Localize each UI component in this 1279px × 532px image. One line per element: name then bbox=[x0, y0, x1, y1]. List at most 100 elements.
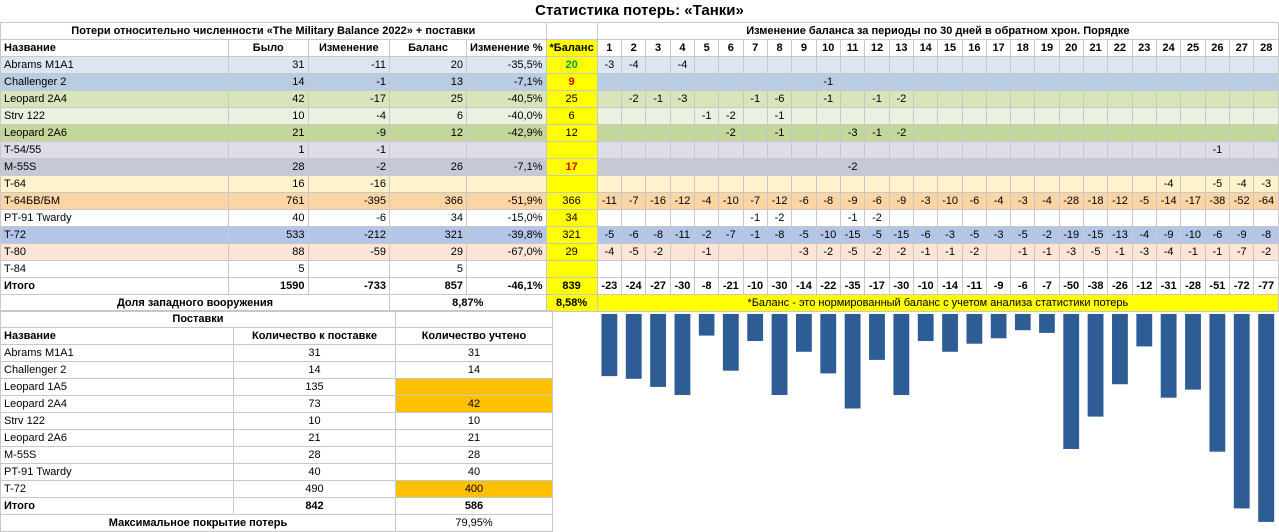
row-name: Strv 122 bbox=[0, 107, 229, 125]
period-header: 19 bbox=[1034, 39, 1060, 57]
western-share-norm: 8,58% bbox=[545, 294, 598, 312]
bar-period-1 bbox=[601, 314, 618, 377]
losses-table: Потери относительно численности «The Mil… bbox=[0, 22, 1279, 312]
table-row: T-80 88 -59 29 -67,0% 29 -4 -5 -2 -1 -3 -2 -5 -2 -2 -1-… bbox=[0, 243, 1279, 261]
row-norm-balance bbox=[545, 260, 598, 278]
supply-row: Challenger 2 14 14 bbox=[0, 361, 553, 379]
coverage-label: Максимальное покрытие потерь bbox=[0, 514, 396, 532]
supply-row: Leopard 2A4 73 42 bbox=[0, 395, 553, 413]
bar-period-2 bbox=[625, 314, 642, 379]
bar-period-19 bbox=[1039, 314, 1055, 333]
supply-counted bbox=[395, 378, 553, 396]
period-header: 20 bbox=[1058, 39, 1084, 57]
period-value: -13 bbox=[1107, 226, 1133, 244]
row-norm-balance: 366 bbox=[545, 192, 598, 210]
period-header: 24 bbox=[1155, 39, 1182, 57]
table-row: T-54/55 1 -1 -1 bbox=[0, 141, 1279, 159]
table-row: Leopard 2A6 21 -9 12 -42,9% 12 -2 -1 -3 -1 -2 bbox=[0, 124, 1279, 142]
total-period-value: -17 bbox=[864, 277, 890, 295]
period-header: 25 bbox=[1180, 39, 1206, 57]
bar-period-14 bbox=[917, 314, 934, 341]
total-period-value: -23 bbox=[596, 277, 623, 295]
period-value: -5 bbox=[839, 243, 866, 261]
col-header-change: Изменение bbox=[307, 39, 391, 57]
row-norm-balance: 9 bbox=[545, 73, 598, 91]
supply-counted: 400 bbox=[395, 480, 553, 498]
period-header: 9 bbox=[791, 39, 817, 57]
row-change: -17 bbox=[307, 90, 391, 108]
supply-qty: 135 bbox=[233, 378, 396, 396]
bar-period-20 bbox=[1063, 314, 1080, 449]
coverage-value: 79,95% bbox=[395, 514, 553, 532]
bar-period-6 bbox=[722, 314, 739, 371]
total-period-value: -14 bbox=[791, 277, 817, 295]
losses-section-header: Потери относительно численности «The Mil… bbox=[0, 22, 547, 40]
bar-period-15 bbox=[942, 314, 958, 352]
table-row: M-55S 28 -2 26 -7,1% 17 -2 bbox=[0, 158, 1279, 176]
row-balance: 321 bbox=[389, 226, 468, 244]
periods-section-header: Изменение баланса за периоды по 30 дней … bbox=[596, 22, 1279, 40]
period-header: 6 bbox=[718, 39, 744, 57]
bar-period-23 bbox=[1136, 314, 1153, 347]
row-norm-balance bbox=[545, 175, 598, 193]
bar-period-22 bbox=[1112, 314, 1128, 385]
period-header: 2 bbox=[621, 39, 647, 57]
row-change-pct: -42,9% bbox=[466, 124, 547, 142]
supply-name: PT-91 Twardy bbox=[0, 463, 234, 481]
bar-period-10 bbox=[820, 314, 837, 374]
supply-row: PT-91 Twardy 40 40 bbox=[0, 463, 553, 481]
row-norm-balance: 20 bbox=[545, 56, 598, 74]
period-header: 28 bbox=[1253, 39, 1279, 57]
total-period-value: -14 bbox=[937, 277, 963, 295]
period-header: 15 bbox=[937, 39, 963, 57]
period-value: -11 bbox=[669, 226, 696, 244]
row-was: 42 bbox=[227, 90, 309, 108]
total-period-value: -30 bbox=[888, 277, 915, 295]
col-header-was: Было bbox=[227, 39, 309, 57]
total-period-value: -11 bbox=[961, 277, 988, 295]
supply-qty: 73 bbox=[233, 395, 396, 413]
row-name: PT-91 Twardy bbox=[0, 209, 229, 227]
total-norm-balance: 839 bbox=[545, 277, 598, 295]
period-value: -14 bbox=[1155, 192, 1182, 210]
period-value: -19 bbox=[1058, 226, 1084, 244]
bar-period-27 bbox=[1233, 314, 1250, 509]
period-header: 27 bbox=[1229, 39, 1255, 57]
bar-period-16 bbox=[966, 314, 983, 344]
row-change-pct: -39,8% bbox=[466, 226, 547, 244]
table-row: Leopard 2A4 42 -17 25 -40,5% 25 -2 -1 -3 -1 -6 -1 -1… bbox=[0, 90, 1279, 108]
bar-period-4 bbox=[674, 314, 691, 395]
supply-row: T-72 490 400 bbox=[0, 480, 553, 498]
bar-period-13 bbox=[893, 314, 910, 395]
period-value: -2 bbox=[718, 124, 744, 142]
supplies-table: Поставки Название Количество к поставке Кол… bbox=[0, 310, 553, 532]
period-value: -38 bbox=[1204, 192, 1231, 210]
row-name: T-64 bbox=[0, 175, 229, 193]
bar-period-5 bbox=[698, 314, 715, 336]
period-header: 13 bbox=[888, 39, 915, 57]
total-period-value: -50 bbox=[1058, 277, 1084, 295]
supply-row: Leopard 2A6 21 21 bbox=[0, 429, 553, 447]
bar-period-21 bbox=[1087, 314, 1104, 417]
total-period-value: -27 bbox=[645, 277, 671, 295]
period-header: 8 bbox=[766, 39, 793, 57]
total-period-value: -38 bbox=[1082, 277, 1109, 295]
table-row: Strv 122 10 -4 6 -40,0% 6 -1 -2 -1 bbox=[0, 107, 1279, 125]
period-header: 14 bbox=[913, 39, 939, 57]
total-period-value: -10 bbox=[742, 277, 768, 295]
supply-row: Leopard 1A5 135 bbox=[0, 378, 553, 396]
period-header: 3 bbox=[645, 39, 671, 57]
bar-period-25 bbox=[1185, 314, 1201, 390]
period-value: -64 bbox=[1253, 192, 1279, 210]
row-change-pct: -15,0% bbox=[466, 209, 547, 227]
table-row: PT-91 Twardy 40 -6 34 -15,0% 34 -1 -2 -1 -2 bbox=[0, 209, 1279, 227]
footnote: *Баланс - это нормированный баланс с уче… bbox=[596, 294, 1279, 312]
supply-counted: 42 bbox=[395, 395, 553, 413]
period-value: -15 bbox=[888, 226, 915, 244]
bar-period-11 bbox=[844, 314, 861, 409]
total-period-value: -30 bbox=[669, 277, 696, 295]
total-period-value: -22 bbox=[815, 277, 841, 295]
bar-period-9 bbox=[795, 314, 812, 352]
period-header: 26 bbox=[1204, 39, 1231, 57]
